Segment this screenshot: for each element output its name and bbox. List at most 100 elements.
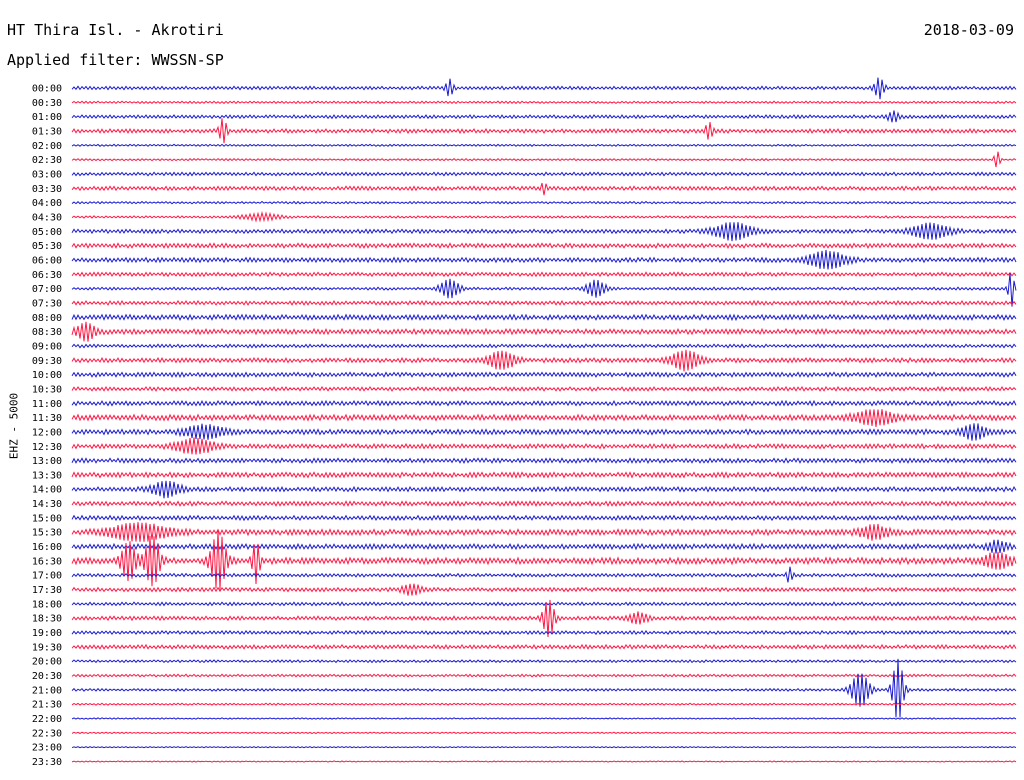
- trace-row-1930: [71, 643, 1017, 650]
- trace-row-2200: [71, 717, 1017, 720]
- row-time-label: 20:00: [32, 657, 62, 668]
- trace-row-1600: [71, 539, 1017, 554]
- trace-row-0600: [71, 249, 1017, 270]
- trace-row-0000: [71, 77, 1017, 100]
- row-time-label: 06:30: [32, 270, 62, 281]
- row-time-label: 11:00: [32, 399, 62, 410]
- row-time-label: 07:30: [32, 298, 62, 309]
- trace-row-2330: [71, 760, 1017, 763]
- row-time-label: 04:30: [32, 212, 62, 223]
- row-time-label: 12:30: [32, 442, 62, 453]
- row-time-label: 15:00: [32, 513, 62, 524]
- row-time-label: 16:30: [32, 556, 62, 567]
- row-time-label: 23:30: [32, 757, 62, 768]
- row-time-label: 14:00: [32, 485, 62, 496]
- row-time-label: 23:00: [32, 743, 62, 754]
- trace-row-0800: [71, 313, 1017, 322]
- row-time-label: 12:00: [32, 427, 62, 438]
- row-time-label: 11:30: [32, 413, 62, 424]
- trace-row-0630: [71, 271, 1017, 278]
- row-time-label: 09:00: [32, 341, 62, 352]
- trace-row-1230: [71, 437, 1017, 455]
- row-time-label: 10:00: [32, 370, 62, 381]
- trace-row-2100: [71, 658, 1017, 718]
- row-time-label: 01:00: [32, 112, 62, 123]
- trace-row-1400: [71, 480, 1017, 499]
- trace-row-1100: [71, 399, 1017, 407]
- trace-row-0100: [71, 110, 1017, 123]
- row-time-label: 19:30: [32, 642, 62, 653]
- trace-row-1800: [71, 601, 1017, 607]
- trace-row-0930: [71, 349, 1017, 372]
- row-time-label: 15:30: [32, 528, 62, 539]
- row-time-label: 17:00: [32, 571, 62, 582]
- row-time-label: 21:00: [32, 685, 62, 696]
- trace-row-1430: [71, 500, 1017, 507]
- trace-row-1630: [71, 531, 1017, 590]
- trace-row-1000: [71, 371, 1017, 378]
- trace-row-1130: [71, 409, 1017, 427]
- row-time-label: 17:30: [32, 585, 62, 596]
- row-time-label: 14:30: [32, 499, 62, 510]
- trace-row-0330: [71, 182, 1017, 196]
- row-time-label: 03:00: [32, 169, 62, 180]
- trace-row-1830: [71, 599, 1017, 638]
- row-time-label: 06:00: [32, 255, 62, 266]
- filter-label: Applied filter: WWSSN-SP: [7, 51, 224, 69]
- row-time-label: 22:00: [32, 714, 62, 725]
- trace-row-2000: [71, 659, 1017, 664]
- trace-row-2230: [71, 731, 1017, 735]
- trace-row-2130: [71, 702, 1017, 706]
- trace-row-0200: [71, 143, 1017, 147]
- trace-row-0830: [71, 321, 1017, 342]
- trace-row-1700: [71, 566, 1017, 583]
- row-time-label: 01:30: [32, 126, 62, 137]
- row-time-label: 20:30: [32, 671, 62, 682]
- row-time-label: 09:30: [32, 356, 62, 367]
- row-time-label: 13:00: [32, 456, 62, 467]
- trace-row-0730: [71, 299, 1017, 306]
- trace-row-1530: [71, 522, 1017, 542]
- row-time-label: 18:00: [32, 599, 62, 610]
- trace-row-1500: [71, 514, 1017, 522]
- row-time-label: 03:30: [32, 184, 62, 195]
- trace-row-0030: [71, 100, 1017, 105]
- date-label: 2018-03-09: [923, 21, 1014, 39]
- row-time-label: 05:30: [32, 241, 62, 252]
- trace-row-2030: [71, 673, 1017, 678]
- row-time-label: 02:00: [32, 141, 62, 152]
- row-time-label: 13:30: [32, 470, 62, 481]
- trace-row-2300: [71, 746, 1017, 749]
- row-time-label: 04:00: [32, 198, 62, 209]
- row-time-label: 19:00: [32, 628, 62, 639]
- trace-row-0900: [71, 343, 1017, 349]
- trace-row-1330: [71, 471, 1017, 479]
- trace-row-0130: [71, 118, 1017, 144]
- trace-row-1200: [71, 423, 1017, 441]
- row-time-label: 07:00: [32, 284, 62, 295]
- trace-row-1730: [71, 583, 1017, 596]
- row-time-label: 16:00: [32, 542, 62, 553]
- trace-row-0500: [71, 222, 1017, 242]
- trace-row-0300: [71, 171, 1017, 177]
- row-time-label: 21:30: [32, 700, 62, 711]
- trace-row-0700: [71, 273, 1017, 307]
- row-time-label: 05:00: [32, 227, 62, 238]
- row-time-label: 18:30: [32, 614, 62, 625]
- station-title: HT Thira Isl. - Akrotiri: [7, 21, 224, 39]
- row-time-label: 10:30: [32, 384, 62, 395]
- trace-row-0430: [71, 210, 1017, 223]
- row-time-label: 08:00: [32, 313, 62, 324]
- row-time-label: 22:30: [32, 728, 62, 739]
- trace-row-1900: [71, 629, 1017, 636]
- row-time-label: 08:30: [32, 327, 62, 338]
- trace-row-1300: [71, 457, 1017, 464]
- trace-row-0230: [71, 151, 1017, 168]
- row-time-label: 00:30: [32, 98, 62, 109]
- trace-row-0400: [71, 200, 1017, 205]
- row-time-label: 02:30: [32, 155, 62, 166]
- trace-row-0530: [71, 242, 1017, 249]
- row-time-label: 00:00: [32, 84, 62, 95]
- trace-row-1030: [71, 385, 1017, 392]
